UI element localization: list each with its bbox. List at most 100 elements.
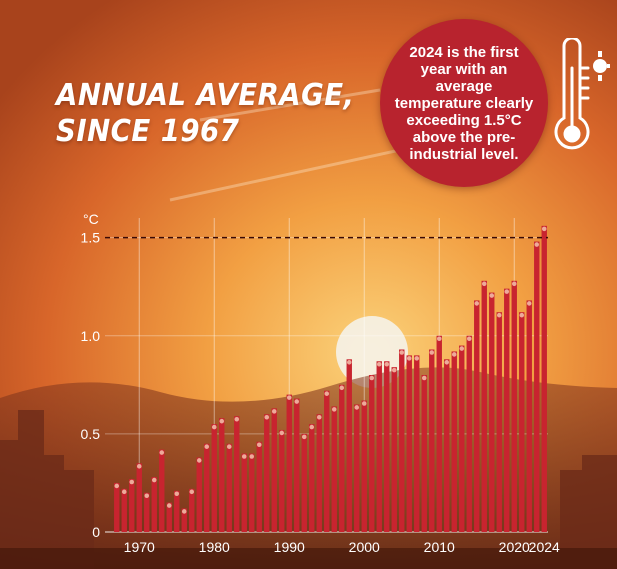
bar-cap-1973 [159,450,165,455]
y-tick-label: 1.0 [81,328,101,344]
bar-1997 [339,384,345,532]
bar-cap-1972 [151,477,157,483]
bar-2019 [504,288,510,532]
bar-cap-1979 [204,444,210,449]
y-tick-label: 0 [92,524,100,540]
bar-2006 [406,355,412,532]
bar-cap-2011 [444,360,450,365]
bar-cap-2014 [466,336,472,342]
bar-cap-2016 [481,281,487,287]
bar-2003 [384,361,390,532]
bar-cap-2012 [451,352,457,357]
bar-2017 [489,292,495,532]
bar-1993 [309,424,315,532]
bar-1989 [279,429,285,532]
bar-cap-1982 [226,444,232,449]
bar-cap-1989 [279,430,285,436]
y-tick-label: 0.5 [81,426,101,442]
bar-cap-2009 [429,350,435,355]
bar-2024 [541,225,547,532]
bar-cap-1990 [286,395,292,400]
bar-1973 [159,449,165,532]
bar-1998 [346,359,352,532]
bar-2022 [526,300,532,532]
bar-1984 [241,453,247,532]
bar-cap-2008 [421,375,427,381]
bar-2005 [399,349,405,532]
bar-cap-2024 [541,226,547,232]
bar-cap-1993 [309,424,315,430]
bar-cap-1996 [331,407,337,412]
headline-line-2: SINCE 1967 [56,114,240,149]
bar-2010 [436,335,442,532]
bar-2008 [421,375,427,532]
bar-cap-2013 [459,346,465,351]
bar-1987 [264,414,270,532]
bar-1983 [234,416,240,532]
bar-cap-1999 [354,405,360,410]
thermometer-decoration [169,88,401,202]
bar-cap-1984 [241,454,247,459]
bar-1990 [286,394,292,532]
bar-cap-2019 [504,289,510,294]
bar-2000 [361,400,367,532]
bar-1974 [166,502,172,532]
bar-1975 [174,490,180,532]
bar-cap-2004 [391,367,397,373]
bar-2001 [369,375,375,532]
bar-cap-1974 [166,503,172,508]
bar-2014 [466,335,472,532]
bar-2013 [459,345,465,532]
bar-cap-1971 [144,493,150,499]
headline-line-1: ANNUAL AVERAGE, [56,78,355,113]
bar-cap-2017 [489,293,495,298]
bar-cap-1986 [256,442,262,447]
bar-cap-1988 [271,409,277,414]
bar-1977 [189,488,195,532]
x-tick-label: 2010 [424,539,455,555]
y-axis-ticks: 0 0.5 1.0 1.5 [81,230,101,540]
bar-cap-2018 [496,312,502,318]
bar-1969 [129,479,135,532]
bar-2016 [481,280,487,532]
bar-cap-2020 [511,281,517,287]
bar-2021 [519,312,525,532]
bar-cap-2007 [414,356,420,361]
x-tick-label: 2020 [499,539,530,555]
x-tick-label: 1980 [199,539,230,555]
bar-cap-2015 [474,301,480,306]
bar-cap-1983 [234,416,240,422]
bar-cap-1976 [181,509,187,514]
bar-2011 [444,359,450,532]
bar-cap-1981 [219,418,225,424]
bar-cap-1968 [121,489,127,495]
bar-cap-1978 [196,458,202,463]
bar-cap-1985 [249,454,255,459]
headline: ANNUAL AVERAGE, SINCE 1967 [56,78,354,150]
callout-bubble: 2024 is the first year with an average t… [380,19,548,187]
y-tick-label: 1.5 [81,230,101,246]
x-tick-label: 2024 [529,539,560,555]
thermometer-sun-icon [554,38,610,150]
bar-1985 [249,453,255,532]
bar-1986 [256,441,262,532]
bar-cap-2000 [361,401,367,406]
bar-cap-1987 [264,414,270,420]
bar-cap-1992 [301,434,307,440]
bar-1992 [301,433,307,532]
bar-cap-1980 [211,424,217,430]
bar-2015 [474,300,480,532]
bar-1972 [151,477,157,532]
bar-cap-2002 [376,361,382,367]
x-tick-label: 2000 [349,539,380,555]
bar-cap-1969 [129,479,135,485]
bar-1971 [144,492,150,532]
bar-2007 [414,355,420,532]
bar-2023 [534,241,540,533]
callout-text: 2024 is the first year with an average t… [394,43,534,163]
bar-2020 [511,280,517,532]
bar-cap-1970 [136,464,142,469]
bar-cap-1977 [189,489,195,495]
chart-bars [114,225,547,533]
